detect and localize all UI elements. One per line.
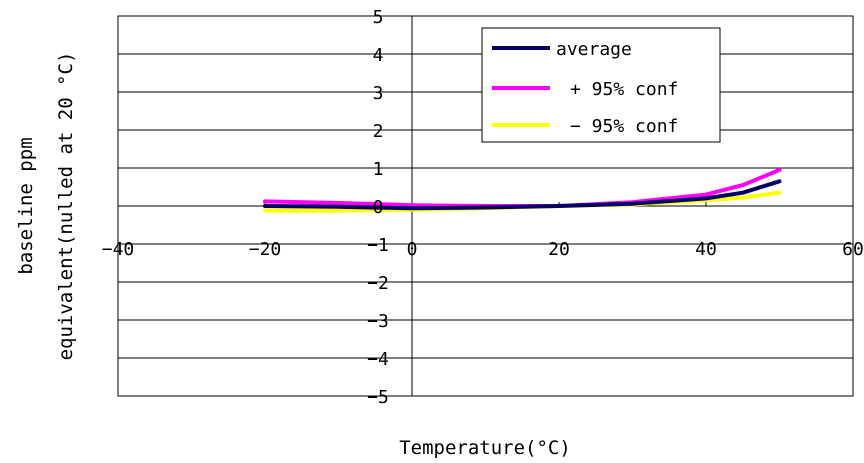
y-tick-label: 1 <box>373 159 384 180</box>
x-tick-label: 0 <box>407 239 418 260</box>
y-tick-label: −3 <box>367 311 389 332</box>
y-tick-label: −1 <box>367 235 389 256</box>
y-axis-label-line-2: equivalent(nulled at 20 °C) <box>55 52 77 361</box>
y-tick-label: 0 <box>373 197 384 218</box>
series-group <box>263 167 782 213</box>
x-axis-label: Temperature(°C) <box>399 437 571 459</box>
series-line-0 <box>263 179 782 211</box>
y-tick-label: 3 <box>373 83 384 104</box>
legend-label-average: average <box>556 39 632 60</box>
y-tick-label: −5 <box>367 387 389 408</box>
x-tick-label: 20 <box>548 239 570 260</box>
x-tick-label: 40 <box>695 239 717 260</box>
y-tick-label: −2 <box>367 273 389 294</box>
legend-label-minus-95-conf: − 95% conf <box>570 116 678 137</box>
x-tick-label: 60 <box>842 239 864 260</box>
y-axis-label-line-1: baseline ppm <box>15 137 37 274</box>
y-tick-label: 4 <box>373 45 384 66</box>
grid-lines <box>118 53 853 359</box>
y-tick-label: 5 <box>373 7 384 28</box>
x-tick-label: −40 <box>102 239 135 260</box>
x-tick-label: −20 <box>249 239 282 260</box>
y-tick-label: −4 <box>367 349 389 370</box>
legend: average + 95% conf − 95% conf <box>481 27 721 143</box>
tick-labels: −40 −20 0 20 40 60 5 4 3 2 1 0 −1 −2 −3 −4 −5 <box>102 7 864 408</box>
legend-label-plus-95-conf: + 95% conf <box>570 79 678 100</box>
y-tick-label: 2 <box>373 121 384 142</box>
